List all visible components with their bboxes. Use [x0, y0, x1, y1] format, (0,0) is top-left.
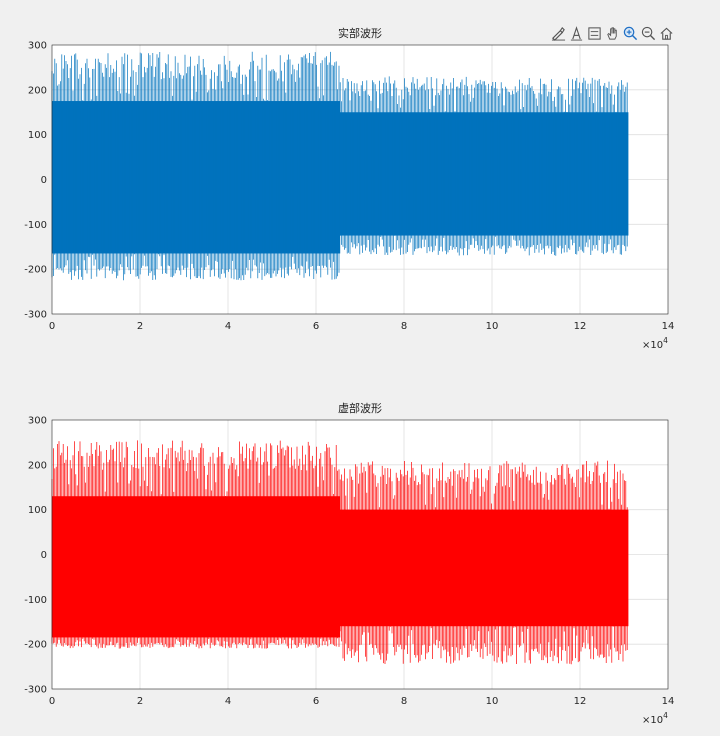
x-tick-label: 10	[486, 321, 499, 332]
x-tick-label: 4	[225, 321, 231, 332]
pan-button[interactable]	[604, 25, 621, 42]
home-button[interactable]	[658, 25, 675, 42]
waveform-peaks	[339, 76, 628, 256]
x-tick-label: 6	[313, 696, 319, 707]
y-tick-label: 100	[28, 505, 47, 516]
y-tick-label: 0	[41, 550, 47, 561]
y-tick-label: 0	[41, 175, 47, 186]
y-tick-label: 300	[28, 41, 47, 52]
real-part-x-exponent: ×104	[642, 336, 668, 351]
data-tips-icon	[570, 25, 583, 41]
y-tick-label: -300	[24, 685, 47, 696]
zoom-out-icon	[641, 26, 656, 40]
zoom-in-button[interactable]	[622, 25, 639, 42]
x-tick-label: 14	[662, 321, 675, 332]
x-tick-label: 0	[49, 321, 55, 332]
waveform-peaks	[339, 460, 628, 665]
y-tick-label: -200	[24, 640, 47, 651]
real-part-title: 实部波形	[338, 26, 382, 40]
figure-toolbar	[550, 24, 675, 42]
data-tips-button[interactable]	[568, 25, 585, 42]
home-icon	[660, 27, 673, 40]
x-tick-label: 4	[225, 696, 231, 707]
x-tick-label: 14	[662, 696, 675, 707]
brush-icon	[551, 26, 566, 41]
real-part-axes: 实部波形 0 2 4 6 8 10 12 14 3002001000-100-200-300 …	[24, 26, 674, 351]
imaginary-part-x-exponent: ×104	[642, 711, 668, 726]
y-tick-label: 200	[28, 85, 47, 96]
x-tick-label: 2	[137, 696, 143, 707]
imaginary-part-axes: 虚部波形 0 2 4 6 8 10 12 14 3002001000-100-200-300 …	[24, 401, 674, 726]
x-tick-label: 12	[574, 321, 587, 332]
x-tick-label: 12	[574, 696, 587, 707]
zoom-out-button[interactable]	[640, 25, 657, 42]
brush-button[interactable]	[550, 25, 567, 42]
imaginary-part-axes-box	[51, 419, 669, 690]
zoom-in-icon	[623, 26, 638, 40]
y-tick-label: 300	[28, 416, 47, 427]
y-tick-label: -100	[24, 595, 47, 606]
real-part-waveform	[51, 51, 629, 281]
y-tick-label: 200	[28, 460, 47, 471]
y-tick-label: 100	[28, 130, 47, 141]
real-part-axes-box	[51, 44, 669, 315]
y-tick-label: -100	[24, 220, 47, 231]
y-tick-label: -300	[24, 310, 47, 321]
legend-icon	[588, 26, 601, 40]
y-tick-label: -200	[24, 265, 47, 276]
x-tick-label: 2	[137, 321, 143, 332]
legend-button[interactable]	[586, 25, 603, 42]
imaginary-part-x-ticks: 0 2 4 6 8 10 12 14	[49, 696, 675, 707]
imaginary-part-y-ticks: 300 200 100 0 -100 -200 -300	[24, 416, 47, 696]
real-part-y-ticks: 300 200 100 0 -100 -200 -300	[24, 41, 47, 321]
x-tick-label: 8	[401, 696, 407, 707]
imaginary-part-title: 虚部波形	[338, 401, 382, 415]
imaginary-part-waveform	[51, 440, 629, 665]
x-tick-label: 10	[486, 696, 499, 707]
pan-hand-icon	[607, 26, 617, 40]
x-tick-label: 0	[49, 696, 55, 707]
x-tick-label: 6	[313, 321, 319, 332]
x-tick-label: 8	[401, 321, 407, 332]
real-part-x-ticks: 0 2 4 6 8 10 12 14	[49, 321, 675, 332]
